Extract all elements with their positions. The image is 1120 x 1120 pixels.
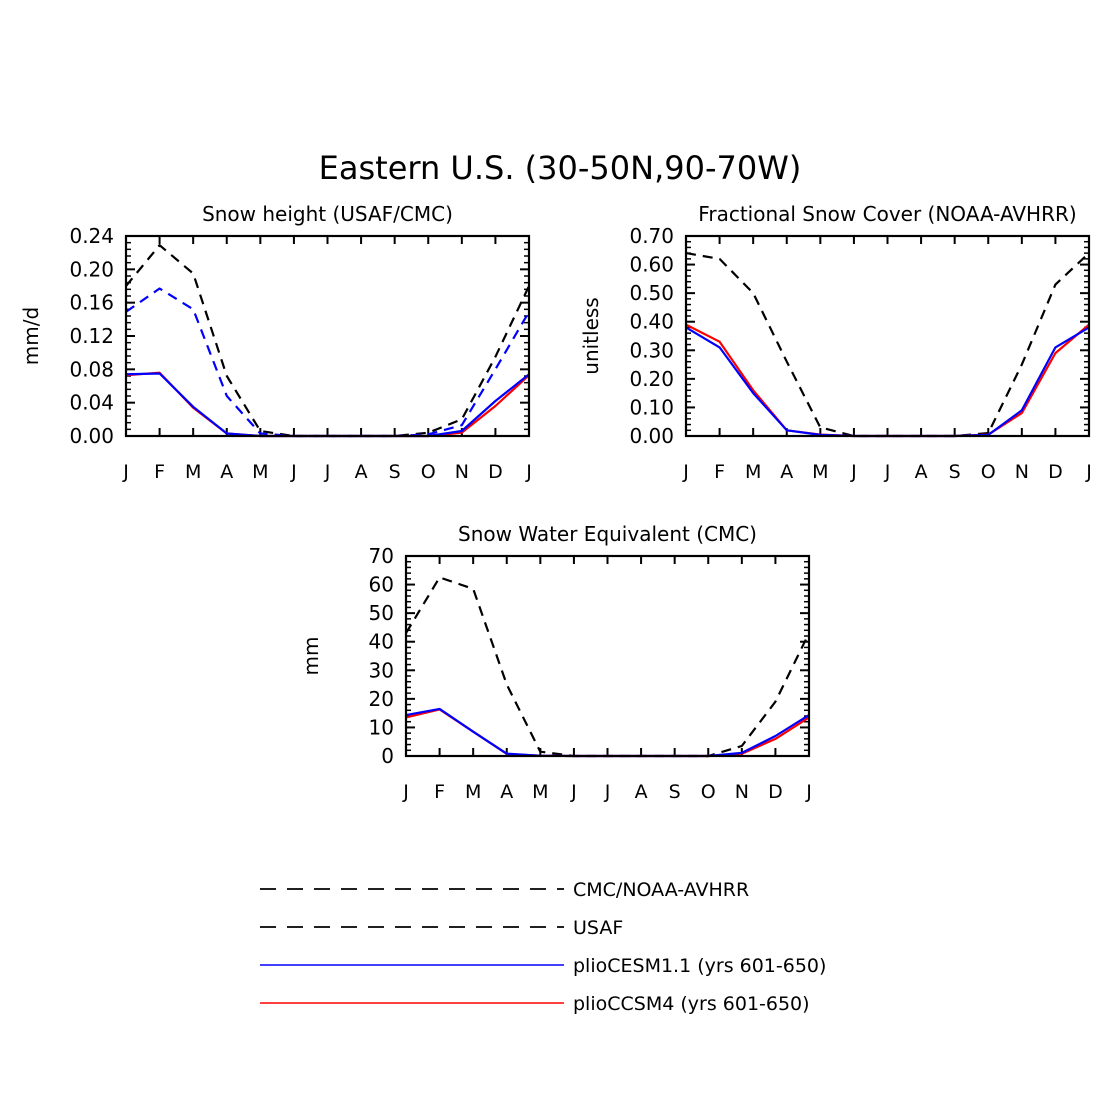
x-tick-label: S: [389, 461, 401, 483]
x-tick-label: M: [745, 461, 761, 483]
x-tick-label: A: [915, 461, 928, 483]
x-tick-label: J: [884, 461, 891, 483]
legend-item-2: USAF: [260, 917, 623, 939]
y-tick-label: 0.30: [629, 338, 674, 362]
series-line-1: [685, 252, 1090, 438]
x-tick-label: J: [402, 781, 409, 803]
y-tick-label: 0.70: [629, 224, 674, 248]
y-tick-label: 30: [369, 658, 394, 682]
y-tick-label: 70: [369, 544, 394, 568]
x-tick-label: J: [682, 461, 689, 483]
x-tick-label: J: [850, 461, 857, 483]
x-tick-label: O: [981, 461, 996, 483]
x-tick-label: M: [812, 461, 828, 483]
y-axis-label: mm/d: [19, 307, 43, 365]
y-tick-label: 0.20: [629, 367, 674, 391]
x-tick-label: M: [465, 781, 481, 803]
x-tick-label: O: [421, 461, 436, 483]
x-tick-label: O: [701, 781, 716, 803]
x-tick-label: M: [185, 461, 201, 483]
x-tick-label: N: [1015, 461, 1029, 483]
x-tick-label: N: [455, 461, 469, 483]
plot-frame: [684, 234, 1091, 438]
legend: CMC/NOAA-AVHRR USAF plioCESM1.1 (yrs 601-6…: [260, 879, 826, 1015]
chart-title: Snow height (USAF/CMC): [202, 202, 453, 226]
y-tick-label: 0.50: [629, 281, 674, 305]
x-tick-label: A: [220, 461, 233, 483]
y-tick-label: 0.40: [629, 310, 674, 334]
legend-item-1: CMC/NOAA-AVHRR: [260, 879, 749, 901]
x-tick-label: D: [1048, 461, 1063, 483]
x-tick-label: A: [635, 781, 648, 803]
x-tick-label: D: [488, 461, 503, 483]
x-tick-label: J: [604, 781, 611, 803]
plot-frame: [124, 234, 531, 438]
x-tick-label: A: [780, 461, 793, 483]
chart-panel-1: Snow height (USAF/CMC)mm/dJ F M A M J J A S O N D J0…: [19, 202, 532, 483]
y-tick-label: 0.10: [629, 395, 674, 419]
legend-label: CMC/NOAA-AVHRR: [573, 879, 749, 901]
y-tick-label: 0.24: [69, 224, 114, 248]
y-tick-label: 20: [369, 687, 394, 711]
y-tick-label: 0.00: [69, 424, 114, 448]
legend-item-4: plioCCSM4 (yrs 601-650): [260, 993, 810, 1015]
x-tick-label: J: [805, 781, 812, 803]
x-tick-label: D: [768, 781, 783, 803]
legend-label: USAF: [573, 917, 623, 939]
x-tick-label: A: [355, 461, 368, 483]
x-tick-label: S: [949, 461, 961, 483]
y-tick-label: 40: [369, 630, 394, 654]
y-tick-label: 50: [369, 601, 394, 625]
legend-label: plioCCSM4 (yrs 601-650): [573, 993, 810, 1015]
x-tick-label: J: [525, 461, 532, 483]
chart-panels: Snow height (USAF/CMC)mm/dJ F M A M J J A S O N D J0…: [19, 202, 1092, 803]
x-tick-label: M: [252, 461, 268, 483]
y-tick-label: 0.12: [69, 324, 114, 348]
y-tick-label: 0.20: [69, 257, 114, 281]
x-tick-label: N: [735, 781, 749, 803]
y-tick-label: 0.04: [69, 391, 114, 415]
y-tick-label: 10: [369, 715, 394, 739]
y-axis-label: mm: [299, 637, 323, 676]
y-axis-label: unitless: [579, 297, 603, 374]
chart-title: Snow Water Equivalent (CMC): [458, 522, 757, 546]
chart-title: Fractional Snow Cover (NOAA-AVHRR): [698, 202, 1076, 226]
legend-label: plioCESM1.1 (yrs 601-650): [573, 955, 826, 977]
legend-item-3: plioCESM1.1 (yrs 601-650): [260, 955, 826, 977]
x-tick-label: J: [122, 461, 129, 483]
x-tick-label: J: [290, 461, 297, 483]
chart-panel-2: Fractional Snow Cover (NOAA-AVHRR) unitle…: [579, 202, 1092, 483]
x-tick-label: J: [324, 461, 331, 483]
plot-frame: [404, 554, 811, 758]
x-tick-label: F: [154, 461, 165, 483]
x-tick-label: F: [714, 461, 725, 483]
x-tick-label: J: [1085, 461, 1092, 483]
x-tick-label: M: [532, 781, 548, 803]
x-tick-label: S: [669, 781, 681, 803]
y-tick-label: 60: [369, 573, 394, 597]
y-tick-label: 0.08: [69, 357, 114, 381]
y-tick-label: 0.00: [629, 424, 674, 448]
y-tick-label: 0.60: [629, 253, 674, 277]
x-tick-label: A: [500, 781, 513, 803]
y-tick-label: 0: [381, 744, 394, 768]
figure-title: Eastern U.S. (30-50N,90-70W): [319, 149, 802, 187]
chart-panel-3: Snow Water Equivalent (CMC)mmJ F M A M J J A S O N…: [299, 522, 812, 803]
y-tick-label: 0.16: [69, 291, 114, 315]
x-tick-label: J: [570, 781, 577, 803]
x-tick-label: F: [434, 781, 445, 803]
